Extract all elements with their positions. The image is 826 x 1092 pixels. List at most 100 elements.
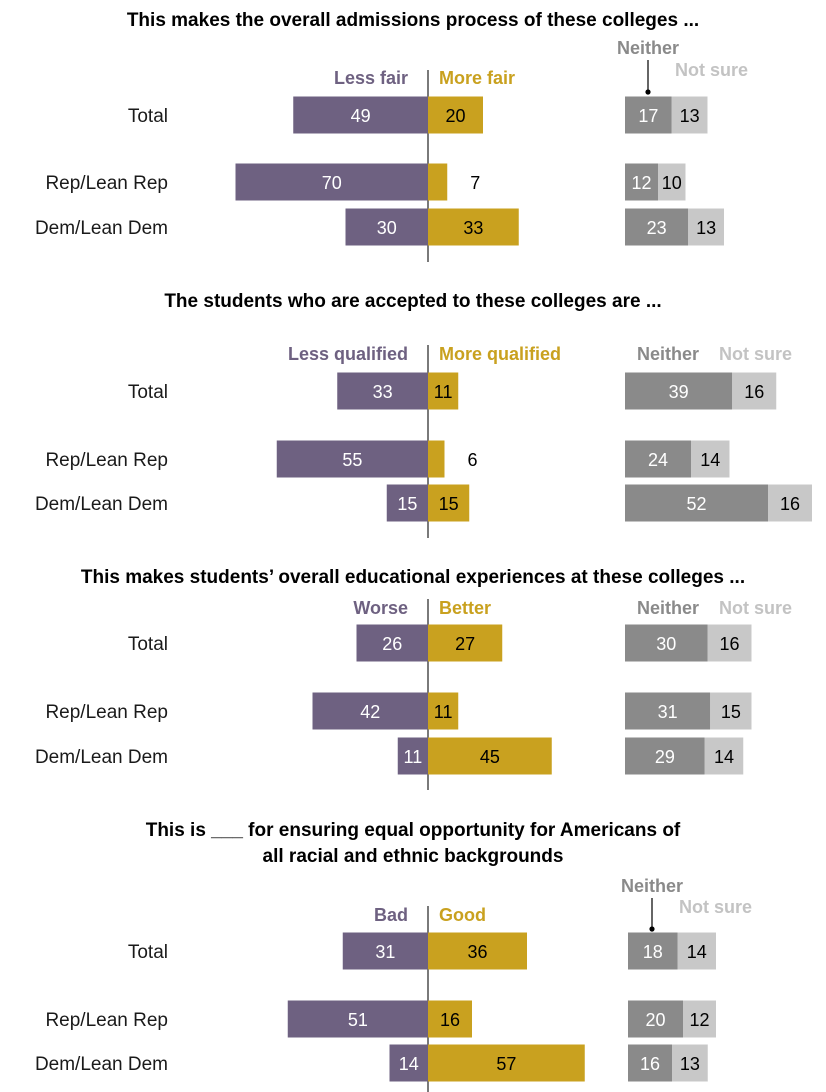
bar-right-dem-lean-dem <box>428 737 552 775</box>
label-not-sure-rep-lean-rep: 12 <box>689 1010 709 1030</box>
label-neither-total: 18 <box>643 942 663 962</box>
bar-right-dem-lean-dem <box>428 484 470 522</box>
bar-neither-rep-lean-rep <box>628 1000 683 1038</box>
panel-2-title: The students who are accepted to these c… <box>164 291 661 312</box>
label-right-total: 27 <box>455 634 475 654</box>
row-label-total: Total <box>128 942 168 963</box>
neither-callout-dot <box>649 926 655 932</box>
panel-4-title: This is ___ for ensuring equal opportuni… <box>146 820 681 841</box>
label-left-dem-lean-dem: 11 <box>404 747 423 767</box>
label-not-sure-total: 16 <box>744 382 764 402</box>
label-right-total: 20 <box>445 106 465 126</box>
label-right-total: 36 <box>467 942 487 962</box>
bar-not-sure-total <box>707 624 752 662</box>
bar-left-rep-lean-rep <box>276 440 428 478</box>
row-label-dem-lean-dem: Dem/Lean Dem <box>35 747 168 768</box>
bar-right-total <box>428 372 459 410</box>
row-label-total: Total <box>128 634 168 655</box>
label-left-rep-lean-rep: 70 <box>322 173 342 193</box>
label-neither-total: 39 <box>669 382 689 402</box>
panel-3-neither-header: Neither <box>637 598 699 618</box>
label-not-sure-dem-lean-dem: 16 <box>780 494 800 514</box>
bar-neither-dem-lean-dem <box>625 208 689 246</box>
bar-left-dem-lean-dem <box>397 737 428 775</box>
label-neither-total: 30 <box>656 634 676 654</box>
label-right-dem-lean-dem: 15 <box>439 494 459 514</box>
bar-right-rep-lean-rep <box>428 1000 472 1038</box>
bar-not-sure-total <box>732 372 777 410</box>
bar-not-sure-rep-lean-rep <box>710 692 752 730</box>
panel-2-right-header: More qualified <box>439 344 561 364</box>
row-label-rep-lean-rep: Rep/Lean Rep <box>45 173 168 194</box>
label-right-rep-lean-rep: 16 <box>440 1010 460 1030</box>
bar-not-sure-dem-lean-dem <box>672 1044 708 1082</box>
panel-1-neither-header: Neither <box>617 38 679 58</box>
bar-not-sure-dem-lean-dem <box>768 484 812 522</box>
bar-right-rep-lean-rep <box>428 163 448 201</box>
row-label-dem-lean-dem: Dem/Lean Dem <box>35 218 168 239</box>
panel-4-not-sure-header: Not sure <box>679 897 752 917</box>
label-not-sure-rep-lean-rep: 15 <box>721 702 741 722</box>
label-left-dem-lean-dem: 15 <box>397 494 417 514</box>
row-label-dem-lean-dem: Dem/Lean Dem <box>35 1054 168 1075</box>
bar-right-total <box>428 96 483 134</box>
label-neither-rep-lean-rep: 24 <box>648 450 668 470</box>
neither-callout-dot <box>645 89 651 95</box>
panel-2-neither-header: Neither <box>637 344 699 364</box>
label-right-rep-lean-rep: 11 <box>434 702 453 722</box>
bar-right-rep-lean-rep <box>428 692 459 730</box>
bar-not-sure-total <box>677 932 716 970</box>
label-neither-rep-lean-rep: 20 <box>645 1010 665 1030</box>
panel-1-left-header: Less fair <box>334 68 408 88</box>
label-left-rep-lean-rep: 51 <box>348 1010 368 1030</box>
bar-right-dem-lean-dem <box>428 1044 585 1082</box>
bar-not-sure-rep-lean-rep <box>683 1000 716 1038</box>
row-label-rep-lean-rep: Rep/Lean Rep <box>45 1010 168 1031</box>
bar-left-rep-lean-rep <box>312 692 428 730</box>
bar-left-total <box>356 624 428 662</box>
bar-neither-rep-lean-rep <box>625 692 711 730</box>
bar-neither-dem-lean-dem <box>625 484 768 522</box>
label-neither-dem-lean-dem: 29 <box>655 747 675 767</box>
label-left-dem-lean-dem: 14 <box>399 1054 419 1074</box>
bar-neither-total <box>628 932 678 970</box>
label-neither-dem-lean-dem: 23 <box>647 218 667 238</box>
bar-not-sure-dem-lean-dem <box>704 737 744 775</box>
row-label-total: Total <box>128 382 168 403</box>
panel-4-left-header: Bad <box>374 905 408 925</box>
label-not-sure-total: 14 <box>687 942 707 962</box>
bar-neither-rep-lean-rep <box>625 163 658 201</box>
bar-not-sure-dem-lean-dem <box>688 208 724 246</box>
label-not-sure-dem-lean-dem: 13 <box>696 218 716 238</box>
label-right-dem-lean-dem: 57 <box>496 1054 516 1074</box>
panel-4-title: all racial and ethnic backgrounds <box>263 846 564 867</box>
label-not-sure-rep-lean-rep: 10 <box>662 173 682 193</box>
label-right-rep-lean-rep: 6 <box>467 450 477 470</box>
row-label-rep-lean-rep: Rep/Lean Rep <box>45 702 168 723</box>
label-neither-dem-lean-dem: 52 <box>686 494 706 514</box>
label-not-sure-rep-lean-rep: 14 <box>700 450 720 470</box>
bar-right-rep-lean-rep <box>428 440 445 478</box>
row-label-total: Total <box>128 106 168 127</box>
bar-not-sure-total <box>671 96 708 134</box>
bar-neither-total <box>625 96 672 134</box>
label-right-total: 11 <box>434 382 453 402</box>
panel-3-left-header: Worse <box>353 598 408 618</box>
bar-left-dem-lean-dem <box>345 208 428 246</box>
label-left-total: 33 <box>373 382 393 402</box>
bar-not-sure-rep-lean-rep <box>658 163 686 201</box>
bar-left-total <box>337 372 428 410</box>
panel-3-right-header: Better <box>439 598 491 618</box>
label-not-sure-total: 16 <box>719 634 739 654</box>
bar-left-total <box>293 96 428 134</box>
label-neither-dem-lean-dem: 16 <box>640 1054 660 1074</box>
panel-1-right-header: More fair <box>439 68 515 88</box>
bar-left-total <box>342 932 428 970</box>
bar-left-dem-lean-dem <box>386 484 428 522</box>
label-right-rep-lean-rep: 7 <box>470 173 480 193</box>
row-label-rep-lean-rep: Rep/Lean Rep <box>45 450 168 471</box>
bar-right-total <box>428 624 503 662</box>
panel-1-not-sure-header: Not sure <box>675 60 748 80</box>
bar-right-total <box>428 932 527 970</box>
